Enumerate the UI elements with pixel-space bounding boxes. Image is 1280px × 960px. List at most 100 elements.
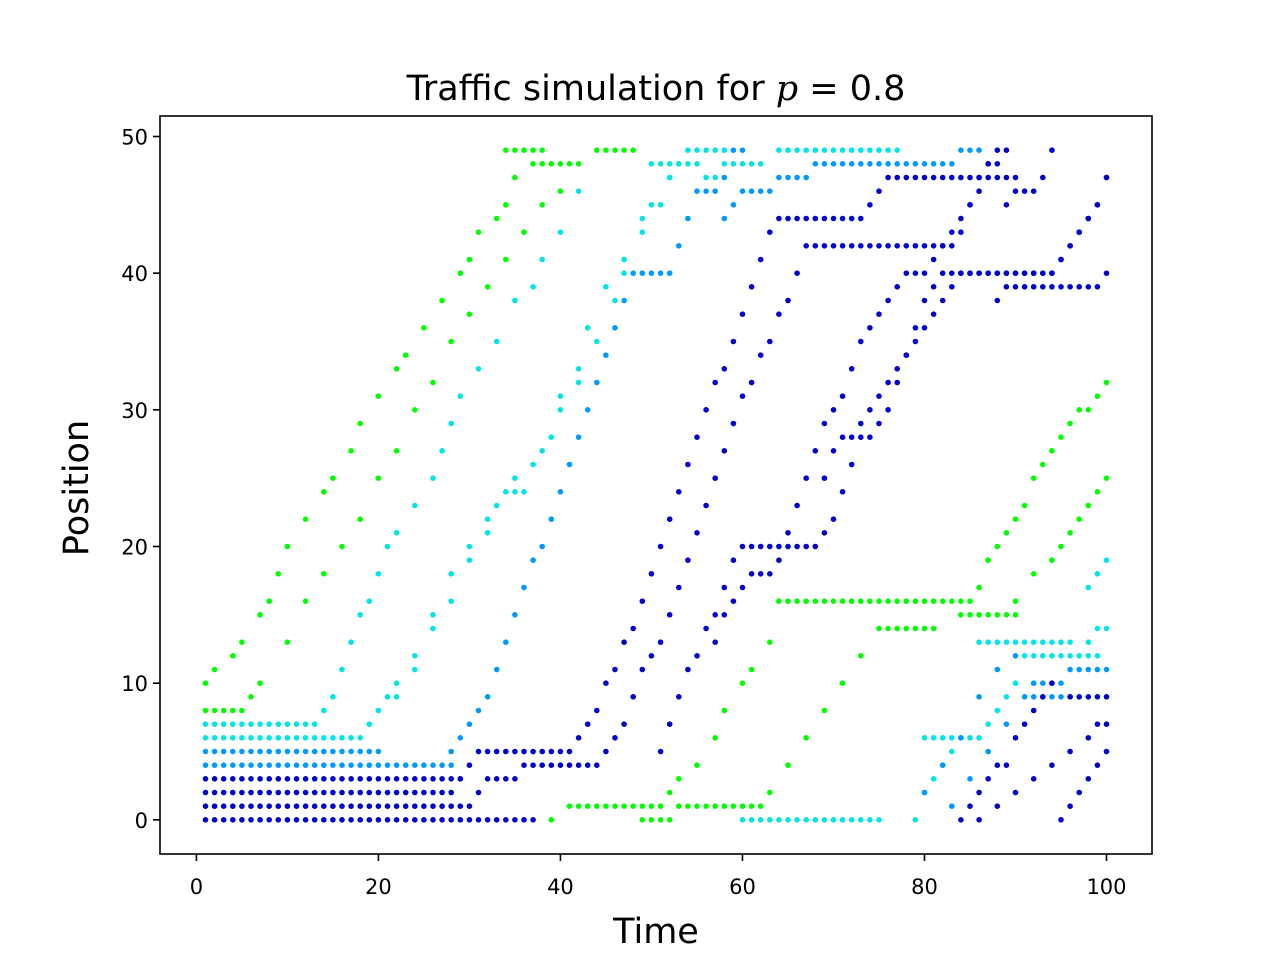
data-point <box>1012 284 1019 290</box>
data-point <box>739 393 746 400</box>
data-point <box>257 762 263 768</box>
data-point <box>712 475 718 482</box>
data-point <box>967 803 973 809</box>
data-point <box>448 817 455 823</box>
data-point <box>666 721 673 727</box>
data-point <box>521 229 527 235</box>
data-point <box>466 557 473 563</box>
data-point <box>994 707 1001 714</box>
data-point <box>657 161 664 167</box>
data-point <box>584 762 591 768</box>
data-point <box>521 147 527 153</box>
data-point <box>703 502 709 509</box>
data-point <box>921 598 928 604</box>
data-point <box>985 161 991 167</box>
data-point <box>348 448 354 454</box>
data-point <box>512 612 518 618</box>
data-point <box>821 817 828 823</box>
data-point <box>830 243 837 249</box>
data-point <box>830 448 837 454</box>
data-point <box>266 598 273 604</box>
data-point <box>885 243 891 249</box>
data-point <box>1030 475 1037 482</box>
data-point <box>657 803 664 809</box>
data-point <box>393 530 400 536</box>
data-point <box>1049 448 1055 454</box>
data-point <box>548 161 555 167</box>
data-point <box>830 161 837 167</box>
data-point <box>357 612 364 618</box>
data-point <box>748 379 755 386</box>
data-point <box>321 735 327 741</box>
data-point <box>930 776 937 782</box>
data-point <box>639 803 646 809</box>
data-point <box>248 748 254 755</box>
data-point <box>1030 270 1037 277</box>
data-point <box>230 776 236 782</box>
data-point <box>821 215 828 222</box>
data-point <box>1012 612 1019 618</box>
data-point <box>393 680 400 686</box>
y-axis-label: Position <box>57 420 97 556</box>
data-point <box>439 803 445 809</box>
data-point <box>621 639 627 645</box>
data-point <box>211 707 218 714</box>
data-point <box>1030 639 1037 645</box>
data-point <box>339 803 345 809</box>
data-point <box>211 789 218 796</box>
data-point <box>348 803 354 809</box>
data-point <box>994 666 1001 673</box>
data-point <box>785 762 791 768</box>
data-point <box>202 776 209 782</box>
data-point <box>885 174 891 181</box>
data-point <box>421 817 427 823</box>
x-tick-label: 100 <box>1086 875 1126 899</box>
data-point <box>694 803 700 809</box>
data-point <box>666 161 673 167</box>
data-point <box>739 584 746 591</box>
data-point <box>539 448 545 454</box>
data-point <box>375 571 382 577</box>
data-point <box>439 817 445 823</box>
data-point <box>384 803 391 809</box>
data-point <box>503 748 509 755</box>
data-point <box>666 789 673 796</box>
data-point <box>757 817 764 823</box>
data-point <box>848 366 855 372</box>
data-point <box>1103 270 1110 277</box>
data-point <box>1085 735 1092 741</box>
data-point <box>685 461 691 468</box>
data-point <box>757 571 764 577</box>
data-point <box>912 270 919 277</box>
data-point <box>721 161 728 167</box>
data-point <box>639 598 646 604</box>
data-point <box>1030 707 1037 714</box>
data-point <box>321 748 327 755</box>
data-point <box>639 215 646 222</box>
data-point <box>894 625 900 632</box>
data-point <box>284 789 291 796</box>
data-point <box>530 748 536 755</box>
data-point <box>648 653 655 659</box>
data-point <box>776 311 782 318</box>
data-point <box>976 147 982 153</box>
data-point <box>912 598 919 604</box>
data-point <box>1058 434 1064 441</box>
data-point <box>1094 625 1101 632</box>
data-point <box>712 735 718 741</box>
data-point <box>1103 666 1110 673</box>
data-point <box>748 803 755 809</box>
data-point <box>949 803 955 809</box>
data-point <box>220 721 227 727</box>
data-point <box>803 174 809 181</box>
data-point <box>339 789 345 796</box>
data-point <box>375 393 382 400</box>
data-point <box>821 475 828 482</box>
data-point <box>439 776 445 782</box>
data-point <box>430 625 436 632</box>
data-point <box>930 735 937 741</box>
data-point <box>220 776 227 782</box>
data-point <box>721 366 728 372</box>
data-point <box>239 776 245 782</box>
data-point <box>466 256 473 263</box>
